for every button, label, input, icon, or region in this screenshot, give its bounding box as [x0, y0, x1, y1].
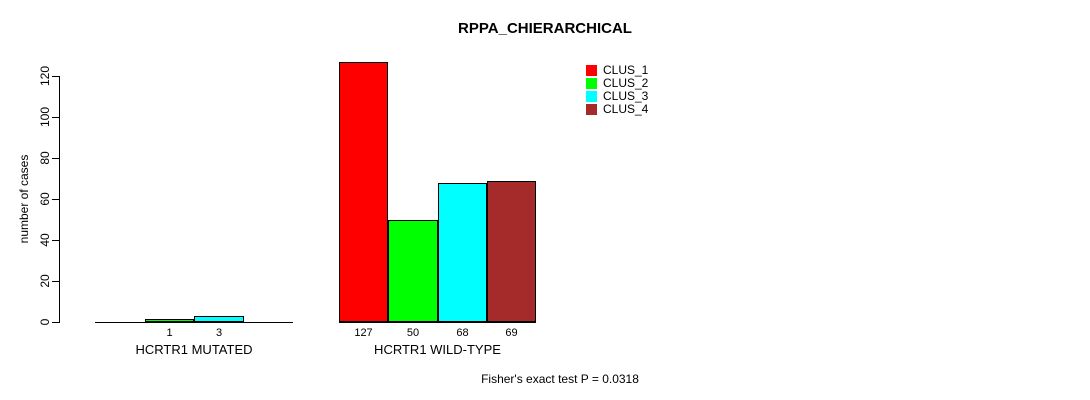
legend-label: CLUS_4	[603, 102, 649, 116]
legend-item: CLUS_3	[586, 90, 648, 103]
y-tick	[52, 158, 59, 159]
bar-value-label: 50	[406, 327, 420, 339]
legend-swatch-CLUS_3	[586, 91, 597, 102]
bar-CLUS_3	[438, 183, 487, 322]
y-tick-label: 100	[38, 106, 52, 128]
y-tick	[52, 199, 59, 200]
legend-item: CLUS_4	[586, 103, 648, 116]
legend-label: CLUS_3	[603, 89, 649, 103]
y-tick-label: 60	[38, 192, 52, 206]
y-tick	[52, 240, 59, 241]
x-group-label: HCRTR1 WILD-TYPE	[374, 342, 501, 357]
legend-swatch-CLUS_1	[586, 65, 597, 76]
bar-CLUS_2	[145, 319, 194, 322]
y-tick-label: 20	[38, 274, 52, 288]
y-tick-label: 0	[38, 318, 52, 326]
y-axis-line	[59, 76, 60, 323]
legend-label: CLUS_1	[603, 63, 649, 77]
bar-value-label: 1	[166, 327, 173, 339]
legend-item: CLUS_2	[586, 77, 648, 90]
bar-value-label: 127	[354, 327, 373, 339]
bar-value-label: 3	[215, 327, 223, 339]
legend: CLUS_1 CLUS_2 CLUS_3 CLUS_4	[586, 64, 648, 116]
legend-swatch-CLUS_4	[586, 104, 597, 115]
fisher-test-note: Fisher's exact test P = 0.0318	[481, 372, 639, 386]
legend-label: CLUS_2	[603, 76, 649, 90]
y-tick-label: 80	[38, 151, 52, 165]
bar-CLUS_2	[388, 220, 438, 322]
y-tick-label: 120	[38, 65, 52, 87]
legend-swatch-CLUS_2	[586, 78, 597, 89]
bar-value-label: 68	[456, 327, 469, 339]
bar-CLUS_1	[339, 62, 388, 322]
x-group-label: HCRTR1 MUTATED	[135, 342, 253, 357]
x-axis-line	[339, 322, 536, 323]
chart-title: RPPA_CHIERARCHICAL	[458, 20, 632, 37]
bar-value-label: 69	[505, 327, 518, 339]
bar-CLUS_3	[194, 316, 244, 322]
y-tick	[52, 322, 59, 323]
x-axis-line	[95, 322, 293, 323]
y-tick	[52, 117, 59, 118]
y-tick	[52, 281, 59, 282]
y-tick-label: 40	[38, 233, 52, 247]
bar-CLUS_4	[487, 181, 536, 322]
y-tick	[52, 76, 59, 77]
legend-item: CLUS_1	[586, 64, 648, 77]
